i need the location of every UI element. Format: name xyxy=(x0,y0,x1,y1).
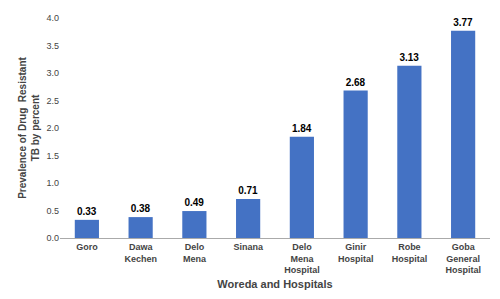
svg-text:3.77: 3.77 xyxy=(453,17,473,28)
svg-text:0.0: 0.0 xyxy=(46,233,59,243)
svg-text:0.33: 0.33 xyxy=(77,206,97,217)
svg-text:DeloMena: DeloMena xyxy=(183,242,207,264)
svg-text:Woreda and Hospitals: Woreda and Hospitals xyxy=(217,278,332,290)
svg-text:1.5: 1.5 xyxy=(46,151,59,161)
svg-text:0.5: 0.5 xyxy=(46,206,59,216)
svg-text:DeloMenaHospital: DeloMenaHospital xyxy=(284,242,320,275)
svg-text:2.5: 2.5 xyxy=(46,96,59,106)
svg-text:2.68: 2.68 xyxy=(346,77,366,88)
svg-text:DawaKechen: DawaKechen xyxy=(124,242,157,264)
svg-text:2.0: 2.0 xyxy=(46,123,59,133)
svg-text:Prevalence of Drug ResistantT: Prevalence of Drug ResistantTB by percen… xyxy=(17,56,41,198)
svg-text:3.13: 3.13 xyxy=(399,52,419,63)
svg-text:1.84: 1.84 xyxy=(292,123,312,134)
svg-text:Goro: Goro xyxy=(76,242,98,252)
svg-text:Sinana: Sinana xyxy=(233,242,264,252)
svg-text:RobeHospital: RobeHospital xyxy=(392,242,428,264)
svg-text:GobaGeneralHospital: GobaGeneralHospital xyxy=(445,242,481,275)
svg-text:3.5: 3.5 xyxy=(46,41,59,51)
svg-text:GinirHospital: GinirHospital xyxy=(338,242,374,264)
svg-text:0.71: 0.71 xyxy=(238,185,258,196)
svg-text:3.0: 3.0 xyxy=(46,68,59,78)
svg-text:1.0: 1.0 xyxy=(46,178,59,188)
svg-text:0.49: 0.49 xyxy=(184,197,204,208)
svg-text:0.38: 0.38 xyxy=(131,203,151,214)
svg-text:4.0: 4.0 xyxy=(46,13,59,23)
